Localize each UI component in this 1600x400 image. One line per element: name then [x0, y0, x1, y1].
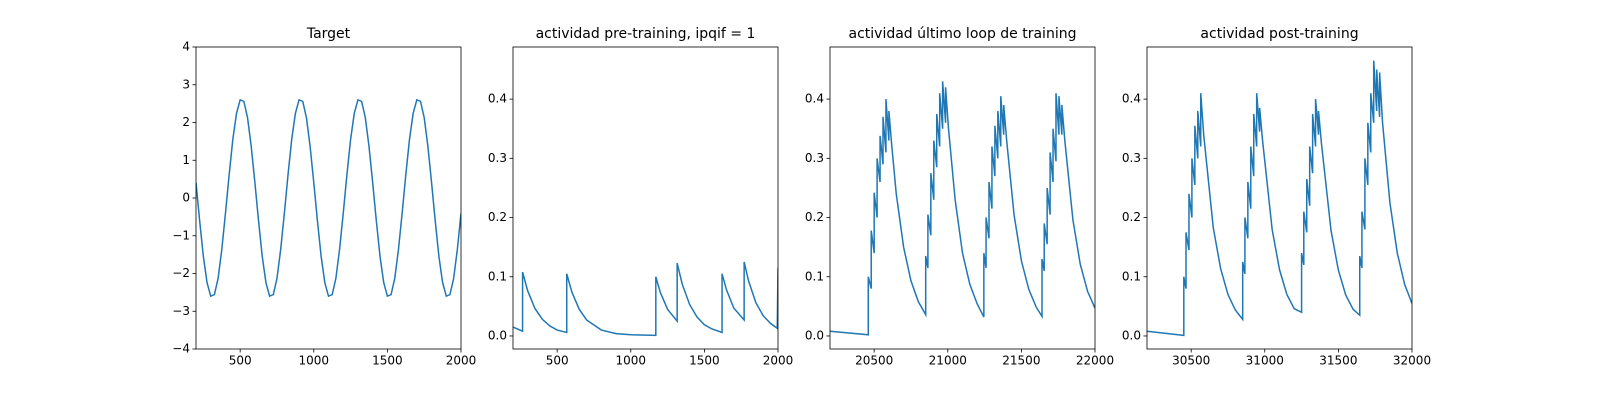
y-tick-label: 0.0 [1122, 328, 1141, 342]
data-line [513, 261, 778, 337]
y-tick-label: 0.2 [805, 210, 824, 224]
y-tick-label: 0.3 [1122, 151, 1141, 165]
x-tick-label: 1000 [299, 354, 330, 368]
x-tick-label: 21500 [1002, 354, 1040, 368]
y-tick-label: 0.3 [488, 151, 507, 165]
axes-frame [1146, 46, 1413, 350]
data-line [1147, 60, 1412, 337]
axes-frame [829, 46, 1096, 350]
y-tick-label: 0.4 [1122, 92, 1141, 106]
y-tick-label: 2 [182, 115, 190, 129]
x-tick-label: 500 [229, 354, 252, 368]
data-line [830, 81, 1095, 336]
y-tick-label: 0.4 [488, 92, 507, 106]
y-tick-label: 4 [182, 40, 190, 54]
x-tick-label: 20500 [855, 354, 893, 368]
y-tick-label: −1 [172, 228, 190, 242]
x-tick-label: 30500 [1172, 354, 1210, 368]
x-tick-label: 31000 [1246, 354, 1284, 368]
subplot-title: actividad pre-training, ipqif = 1 [536, 26, 756, 42]
y-tick-label: 0.1 [1122, 269, 1141, 283]
subplot: actividad pre-training, ipqif = 1 500 1000… [488, 26, 793, 368]
x-tick-label: 2000 [763, 354, 794, 368]
y-tick-label: −3 [172, 304, 190, 318]
y-tick-label: 0.2 [1122, 210, 1141, 224]
y-tick-label: −2 [172, 266, 190, 280]
y-tick-label: 0.0 [805, 328, 824, 342]
subplot: actividad post-training 30500 31000 31500 32… [1122, 26, 1431, 368]
y-tick-label: 0.1 [805, 269, 824, 283]
x-tick-label: 1500 [689, 354, 720, 368]
subplot-title: Target [306, 26, 351, 42]
subplot: Target 500 1000 1500 2000 −4 −3 −2 −1 0 1 2 3 4 [172, 26, 476, 368]
y-tick-label: 1 [182, 153, 190, 167]
y-tick-label: 0.1 [488, 269, 507, 283]
y-tick-label: 0.2 [488, 210, 507, 224]
axes-frame [512, 46, 779, 350]
y-tick-label: 0.4 [805, 92, 824, 106]
y-tick-label: −4 [172, 342, 190, 356]
x-tick-label: 32000 [1393, 354, 1431, 368]
y-tick-label: 0 [182, 191, 190, 205]
subplot: actividad último loop de training 20500 21… [805, 26, 1114, 368]
x-tick-label: 22000 [1076, 354, 1114, 368]
x-tick-label: 2000 [446, 354, 477, 368]
subplot-title: actividad último loop de training [849, 26, 1077, 42]
axes-frame [195, 46, 462, 350]
subplot-title: actividad post-training [1200, 26, 1358, 42]
x-tick-label: 500 [546, 354, 569, 368]
data-line [196, 98, 461, 298]
y-tick-label: 0.0 [488, 328, 507, 342]
x-tick-label: 1500 [372, 354, 403, 368]
y-tick-label: 3 [182, 77, 190, 91]
x-tick-label: 21000 [929, 354, 967, 368]
y-tick-label: 0.3 [805, 151, 824, 165]
x-tick-label: 31500 [1319, 354, 1357, 368]
x-tick-label: 1000 [616, 354, 647, 368]
